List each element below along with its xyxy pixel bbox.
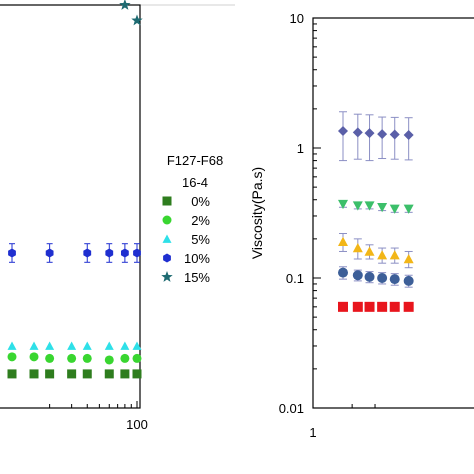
data-point-0% [82,369,92,379]
legend-label-10%: 10% [184,251,210,266]
data-point-series-0 [403,129,414,140]
data-point-15% [131,14,143,26]
data-point-series-3 [403,275,414,286]
data-point-series-0 [352,127,363,138]
data-point-0% [132,369,142,379]
left-plot-area [0,4,141,409]
data-point-10% [83,248,92,258]
data-point-series-2 [403,254,414,264]
data-point-series-2 [338,236,348,247]
data-point-series-2 [352,243,363,253]
data-point-2% [132,353,142,363]
left-data-marks [7,0,143,379]
legend-label-2%: 2% [191,213,210,228]
data-point-series-2 [364,246,375,256]
data-point-series-1 [338,199,348,210]
y-tick-label-1: 1 [297,141,304,156]
data-point-2% [104,355,114,365]
data-point-0% [29,369,39,379]
left-x-ticks [49,401,138,408]
legend-marker-10% [163,253,171,263]
data-point-series-1 [364,201,375,211]
legend-label-15%: 15% [184,270,210,285]
data-point-series-2 [377,250,388,260]
data-point-5% [120,341,130,350]
legend-title-line-2: 16-4 [182,175,208,190]
legend-title-line-1: F127-F68 [167,153,223,168]
data-point-5% [104,341,114,350]
left-x-tick-label: 100 [126,417,148,432]
data-point-0% [67,369,77,379]
data-point-series-3 [377,273,388,283]
data-point-2% [45,353,55,363]
data-point-5% [82,341,92,350]
data-point-15% [119,0,131,10]
data-point-series-4 [389,301,400,312]
data-point-10% [120,248,129,258]
legend-label-0%: 0% [191,194,210,209]
y-axis-title: Viscosity(Pa.s) [249,167,265,259]
legend-marker-15% [161,271,173,282]
data-point-series-1 [403,204,414,214]
data-point-series-2 [389,250,400,260]
data-point-10% [8,248,16,258]
data-point-series-4 [377,301,388,312]
legend-marker-5% [162,234,172,243]
data-point-0% [120,369,130,379]
data-point-10% [45,248,54,258]
data-point-series-0 [389,129,400,140]
right-data-marks [338,111,414,312]
data-point-series-3 [338,267,348,278]
right-chart: 10 1 0.1 0.01 1 Viscosity(Pa.s) [249,11,474,440]
data-point-2% [29,352,39,362]
data-point-5% [7,341,17,350]
right-x-tick-label: 1 [309,425,316,440]
data-point-2% [7,352,17,362]
data-point-series-1 [352,201,363,211]
legend: F127-F68 16-4 0% 2% 5% 10% 15% [161,153,223,285]
data-point-series-1 [377,203,388,213]
data-point-2% [67,353,77,363]
data-point-10% [133,248,141,258]
legend-entries: 0% 2% 5% 10% 15% [161,194,210,285]
data-point-5% [29,341,39,350]
data-point-2% [120,353,130,363]
data-point-series-4 [338,301,348,312]
data-point-series-0 [377,129,388,140]
legend-label-5%: 5% [191,232,210,247]
legend-marker-2% [162,215,172,225]
data-point-series-0 [364,128,375,139]
data-point-5% [45,341,55,350]
left-chart: 100 F127-F68 16-4 0% 2% 5% 10% 15% [0,0,235,432]
data-point-2% [82,353,92,363]
data-point-5% [67,341,77,350]
data-point-0% [45,369,55,379]
data-point-series-4 [352,301,363,312]
data-point-series-3 [352,270,363,281]
data-point-series-1 [389,204,400,214]
data-point-series-3 [364,271,375,282]
right-plot-area [312,17,474,409]
data-point-series-4 [403,301,414,312]
data-point-series-3 [389,274,400,285]
y-tick-label-0.1: 0.1 [286,271,304,286]
data-point-series-0 [338,126,348,137]
data-point-0% [104,369,114,379]
y-tick-label-10: 10 [290,11,304,26]
legend-marker-0% [162,196,172,206]
right-y-ticks [312,17,376,409]
data-point-5% [132,341,142,350]
data-point-10% [105,248,114,258]
data-point-0% [7,369,17,379]
y-tick-label-0.01: 0.01 [279,401,304,416]
data-point-series-4 [364,301,375,312]
